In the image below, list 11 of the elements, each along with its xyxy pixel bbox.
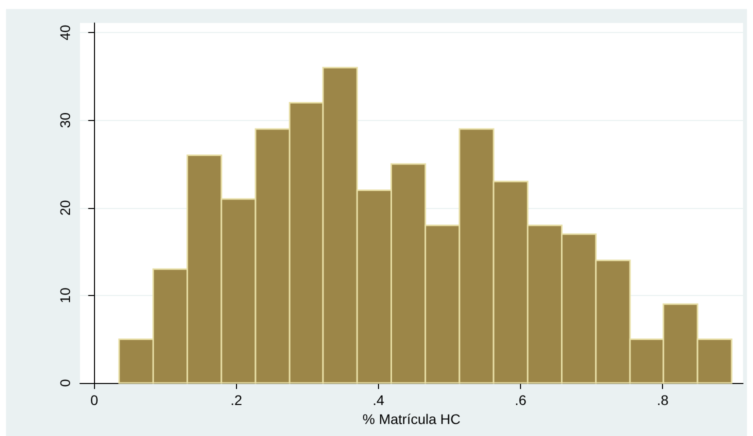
y-tick-label: 20 [57, 200, 73, 216]
y-tick-label: 0 [57, 378, 73, 387]
x-tick-label: 0 [90, 392, 98, 408]
y-tick-label: 10 [57, 287, 73, 304]
x-tick-label: .6 [514, 392, 527, 408]
y-tick-label: 30 [57, 112, 73, 128]
x-axis-title: % Matrícula HC [362, 410, 461, 427]
x-tick-label: .4 [372, 392, 385, 408]
x-tick-label: .8 [656, 392, 669, 408]
x-tick-label: .2 [230, 392, 242, 408]
y-tick-label: 40 [57, 24, 73, 40]
